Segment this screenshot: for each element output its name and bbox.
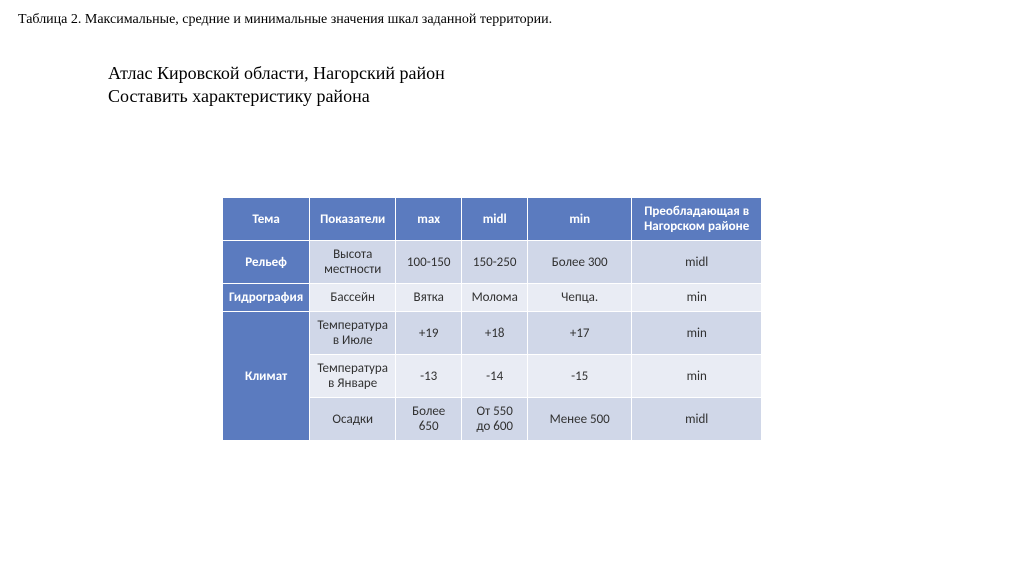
cell-midl: +18 [462,312,528,355]
cell-midl: От 550 до 600 [462,398,528,441]
cell-min: Более 300 [528,241,632,284]
cell-preob: midl [632,398,762,441]
header-preob: Преобладающая в Нагорском районе [632,198,762,241]
cell-max: -13 [396,355,462,398]
cell-indicator: Температура в Июле [310,312,396,355]
cell-max: Вятка [396,284,462,312]
title-block: Атлас Кировской области, Нагорский район… [108,62,1024,107]
title-line-2: Составить характеристику района [108,85,1024,108]
header-midl: midl [462,198,528,241]
cell-midl: 150-250 [462,241,528,284]
header-min: min [528,198,632,241]
cell-max: Более 650 [396,398,462,441]
theme-relief: Рельеф [223,241,310,284]
title-line-1: Атлас Кировской области, Нагорский район [108,62,1024,85]
cell-preob: min [632,284,762,312]
cell-min: +17 [528,312,632,355]
cell-midl: Молома [462,284,528,312]
cell-preob: midl [632,241,762,284]
theme-climate: Климат [223,312,310,441]
cell-max: 100-150 [396,241,462,284]
cell-preob: min [632,355,762,398]
table-row: Рельеф Высота местности 100-150 150-250 … [223,241,762,284]
cell-indicator: Бассейн [310,284,396,312]
cell-indicator: Осадки [310,398,396,441]
theme-hydro: Гидрография [223,284,310,312]
header-row: Тема Показатели max midl min Преобладающ… [223,198,762,241]
header-theme: Тема [223,198,310,241]
cell-midl: -14 [462,355,528,398]
cell-indicator: Высота местности [310,241,396,284]
cell-min: Чепца. [528,284,632,312]
data-table: Тема Показатели max midl min Преобладающ… [222,197,762,441]
cell-indicator: Температура в Январе [310,355,396,398]
cell-max: +19 [396,312,462,355]
cell-preob: min [632,312,762,355]
table-row: Гидрография Бассейн Вятка Молома Чепца. … [223,284,762,312]
table-row: Климат Температура в Июле +19 +18 +17 mi… [223,312,762,355]
table-container: Тема Показатели max midl min Преобладающ… [222,197,1024,441]
table-caption: Таблица 2. Максимальные, средние и миним… [0,0,1024,28]
header-max: max [396,198,462,241]
header-indicator: Показатели [310,198,396,241]
cell-min: -15 [528,355,632,398]
cell-min: Менее 500 [528,398,632,441]
